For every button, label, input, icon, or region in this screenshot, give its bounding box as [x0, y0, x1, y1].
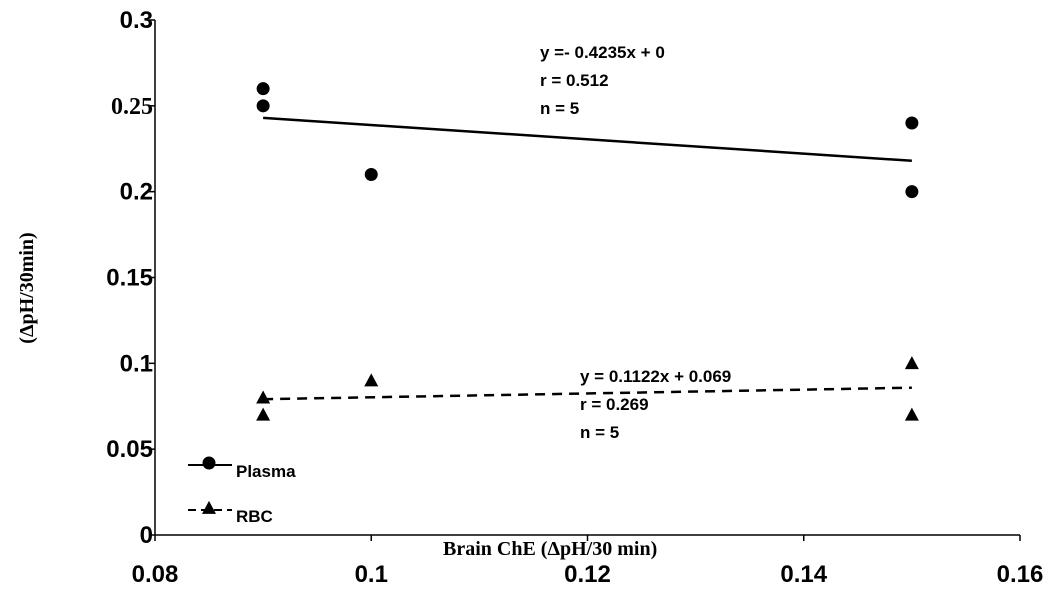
x-tick-label: 0.08 — [132, 561, 179, 588]
x-tick-label: 0.14 — [780, 561, 827, 588]
axes — [155, 20, 1020, 535]
x-tick-label: 0.1 — [355, 561, 388, 588]
y-axis-ticks: 0 0.05 0.1 0.15 0.2 0.25 0.3 — [106, 7, 155, 549]
rbc-point — [256, 391, 270, 404]
y-tick-label: 0.05 — [106, 436, 153, 463]
legend-marker-plasma — [203, 457, 216, 470]
x-tick-label: 0.12 — [564, 561, 611, 588]
plasma-point — [257, 82, 270, 95]
legend-marker-rbc — [202, 501, 216, 514]
rbc-annotation: n = 5 — [580, 423, 619, 442]
rbc-point — [905, 356, 919, 369]
plasma-point — [257, 99, 270, 112]
y-tick-label: 0.25 — [111, 94, 153, 120]
y-tick-label: 0.15 — [106, 265, 153, 292]
y-tick-label: 0.2 — [120, 179, 153, 206]
plasma-point — [905, 117, 918, 130]
x-axis-label: Brain ChE (ΔpH/30 min) — [443, 538, 657, 560]
x-tick-label: 0.16 — [997, 561, 1044, 588]
plasma-annotation: n = 5 — [540, 99, 579, 118]
y-axis-label: (ΔpH/30min) — [16, 232, 38, 343]
plasma-point — [365, 168, 378, 181]
legend-label-plasma: Plasma — [236, 462, 296, 481]
legend-label-rbc: RBC — [236, 507, 273, 526]
plasma-trendline — [263, 118, 912, 161]
y-tick-label: 0.3 — [120, 7, 153, 34]
rbc-annotation: r = 0.269 — [580, 395, 649, 414]
rbc-point — [256, 408, 270, 421]
plasma-annotation: y =- 0.4235x + 0 — [540, 43, 665, 62]
rbc-point — [364, 373, 378, 386]
rbc-annotation: y = 0.1122x + 0.069 — [580, 367, 731, 386]
y-tick-label: 0 — [140, 522, 153, 549]
trendlines — [263, 118, 912, 399]
rbc-point — [905, 408, 919, 421]
plasma-annotation: r = 0.512 — [540, 71, 609, 90]
legend: Plasma RBC — [188, 457, 296, 527]
annotations: y =- 0.4235x + 0 r = 0.512 n = 5 y = 0.1122… — [540, 43, 731, 442]
y-tick-label: 0.1 — [120, 350, 153, 377]
plasma-point — [905, 185, 918, 198]
